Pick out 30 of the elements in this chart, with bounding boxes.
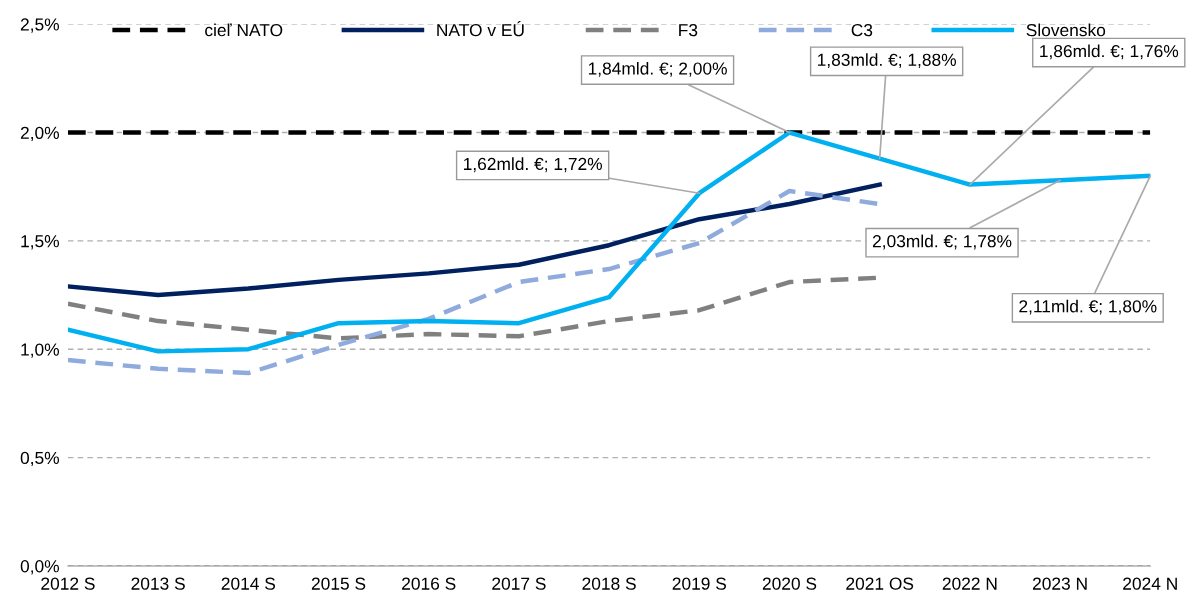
y-tick-label: 2,0% xyxy=(20,126,59,142)
x-tick-label: 2018 S xyxy=(582,577,636,590)
x-tick-label: 2013 S xyxy=(131,577,185,590)
x-tick-label: 2019 S xyxy=(672,577,727,590)
x-tick-label: 2014 S xyxy=(221,577,276,590)
y-tick-label: 2,5% xyxy=(20,18,59,33)
x-tick-label: 2024 N xyxy=(1123,577,1177,590)
x-tick-label: 2021 OS xyxy=(846,577,914,590)
x-tick-label: 2020 S xyxy=(762,577,817,590)
x-tick-label: 2016 S xyxy=(402,577,456,590)
legend-label: NATO v EÚ xyxy=(437,21,524,37)
legend-label: Slovensko xyxy=(1026,23,1106,37)
x-tick-label: 2022 N xyxy=(942,577,997,590)
y-tick-label: 0,5% xyxy=(20,451,59,467)
x-tick-label: 2015 S xyxy=(311,577,366,590)
y-tick-label: 1,0% xyxy=(21,343,59,358)
x-tick-label: 2023 N xyxy=(1032,577,1087,590)
y-tick-label: 1,5% xyxy=(21,235,59,250)
annotation: 2,03mld. €; 1,78% xyxy=(872,234,1012,250)
annotation: 1,86mld. €; 1,76% xyxy=(1040,44,1179,60)
annotation: 1,62mld. €; 1,72% xyxy=(464,157,602,173)
legend-label: cieľ NATO xyxy=(205,23,283,37)
x-tick-label: 2017 S xyxy=(492,577,546,590)
annotation: 1,84mld. €; 2,00% xyxy=(588,61,727,77)
x-tick-label: 2012 S xyxy=(41,577,95,590)
y-tick-label: 0,0% xyxy=(20,560,59,575)
annotation: 2,11mld. €; 1,80% xyxy=(1019,299,1157,315)
legend-label: C3 xyxy=(851,23,873,37)
annotation: 1,83mld. €; 1,88% xyxy=(818,53,956,69)
legend-label: F3 xyxy=(679,23,698,37)
